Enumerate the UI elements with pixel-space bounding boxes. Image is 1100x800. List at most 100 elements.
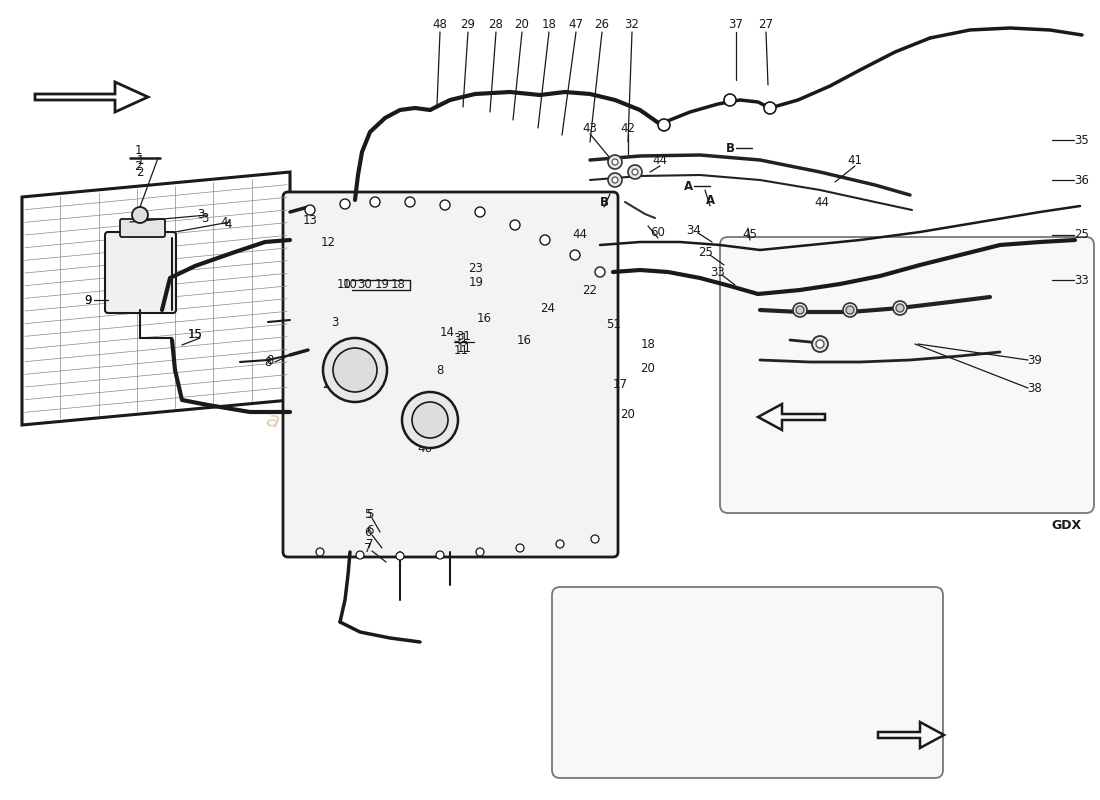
- Text: 19: 19: [469, 275, 484, 289]
- Text: GDX: GDX: [1050, 519, 1081, 532]
- Circle shape: [132, 207, 148, 223]
- Circle shape: [305, 205, 315, 215]
- Circle shape: [764, 102, 776, 114]
- Circle shape: [612, 159, 618, 165]
- Circle shape: [476, 548, 484, 556]
- Text: 8: 8: [437, 363, 443, 377]
- Circle shape: [608, 155, 622, 169]
- Text: 32: 32: [625, 18, 639, 31]
- Text: 31: 31: [453, 331, 469, 345]
- Text: 20: 20: [620, 409, 636, 422]
- Circle shape: [793, 303, 807, 317]
- Text: 19: 19: [374, 278, 389, 291]
- Text: 10: 10: [342, 278, 358, 291]
- Text: 3: 3: [198, 209, 205, 222]
- Text: 16: 16: [517, 334, 531, 346]
- Circle shape: [896, 304, 904, 312]
- Text: 7: 7: [364, 542, 372, 554]
- Text: 37: 37: [728, 18, 744, 31]
- Text: 60: 60: [650, 226, 666, 238]
- Text: 6: 6: [364, 526, 372, 538]
- Text: 12: 12: [320, 235, 336, 249]
- Text: 15: 15: [188, 329, 202, 342]
- Text: 11: 11: [453, 345, 469, 358]
- Circle shape: [846, 306, 854, 314]
- Text: 10: 10: [337, 278, 351, 291]
- Text: 30: 30: [358, 278, 373, 291]
- Text: 6: 6: [366, 523, 374, 537]
- Text: 15: 15: [188, 329, 202, 342]
- Circle shape: [475, 207, 485, 217]
- Text: 8: 8: [266, 354, 274, 366]
- Circle shape: [333, 348, 377, 392]
- Circle shape: [796, 306, 804, 314]
- Text: 46: 46: [418, 442, 432, 454]
- Circle shape: [632, 169, 638, 175]
- Text: 29: 29: [461, 18, 475, 31]
- Text: 5: 5: [364, 509, 372, 522]
- Text: 27: 27: [759, 18, 773, 31]
- Circle shape: [816, 340, 824, 348]
- Text: 9: 9: [85, 294, 91, 306]
- Text: 4: 4: [220, 215, 228, 229]
- Circle shape: [658, 119, 670, 131]
- Circle shape: [812, 336, 828, 352]
- Text: 21: 21: [322, 378, 338, 391]
- Text: 18: 18: [541, 18, 557, 31]
- Circle shape: [510, 220, 520, 230]
- Text: 34: 34: [686, 223, 702, 237]
- Text: B: B: [726, 142, 735, 154]
- Text: 17: 17: [613, 378, 627, 391]
- Text: 35: 35: [1075, 134, 1089, 146]
- Circle shape: [628, 165, 642, 179]
- Text: 36: 36: [1075, 174, 1089, 186]
- Text: 7: 7: [366, 538, 374, 551]
- Text: 31: 31: [456, 330, 472, 342]
- FancyBboxPatch shape: [720, 237, 1094, 513]
- Text: 33: 33: [711, 266, 725, 278]
- Circle shape: [436, 551, 444, 559]
- Circle shape: [591, 535, 600, 543]
- Circle shape: [556, 540, 564, 548]
- Text: 25: 25: [698, 246, 714, 258]
- Text: 22: 22: [583, 283, 597, 297]
- Circle shape: [356, 551, 364, 559]
- Text: 48: 48: [432, 18, 448, 31]
- Text: 28: 28: [488, 18, 504, 31]
- Text: 39: 39: [1027, 354, 1043, 366]
- Text: 44: 44: [652, 154, 668, 166]
- Text: 38: 38: [1027, 382, 1043, 394]
- Text: 51: 51: [606, 318, 621, 331]
- Text: 2: 2: [136, 166, 144, 178]
- Circle shape: [843, 303, 857, 317]
- Text: B: B: [600, 195, 608, 209]
- Text: 1: 1: [134, 143, 142, 157]
- Text: a passion for parts since 1985: a passion for parts since 1985: [264, 410, 595, 510]
- Circle shape: [608, 173, 622, 187]
- Text: 16: 16: [476, 311, 492, 325]
- Text: 43: 43: [583, 122, 597, 134]
- Circle shape: [595, 267, 605, 277]
- Text: 9: 9: [85, 294, 91, 306]
- Text: A: A: [683, 179, 693, 193]
- Text: 13: 13: [302, 214, 318, 226]
- Circle shape: [612, 177, 618, 183]
- Circle shape: [570, 250, 580, 260]
- Text: 45: 45: [742, 229, 758, 242]
- Text: 8: 8: [264, 355, 272, 369]
- Circle shape: [323, 338, 387, 402]
- Text: 5: 5: [366, 509, 374, 522]
- FancyBboxPatch shape: [120, 219, 165, 237]
- Text: 25: 25: [1075, 229, 1089, 242]
- Circle shape: [516, 544, 524, 552]
- FancyBboxPatch shape: [552, 587, 943, 778]
- Circle shape: [893, 301, 907, 315]
- Text: 24: 24: [540, 302, 556, 314]
- Text: 4: 4: [224, 218, 232, 230]
- Text: 33: 33: [1075, 274, 1089, 286]
- Text: 1: 1: [136, 154, 144, 166]
- Text: 21: 21: [324, 378, 340, 391]
- Text: A: A: [705, 194, 715, 206]
- Circle shape: [724, 94, 736, 106]
- Circle shape: [405, 197, 415, 207]
